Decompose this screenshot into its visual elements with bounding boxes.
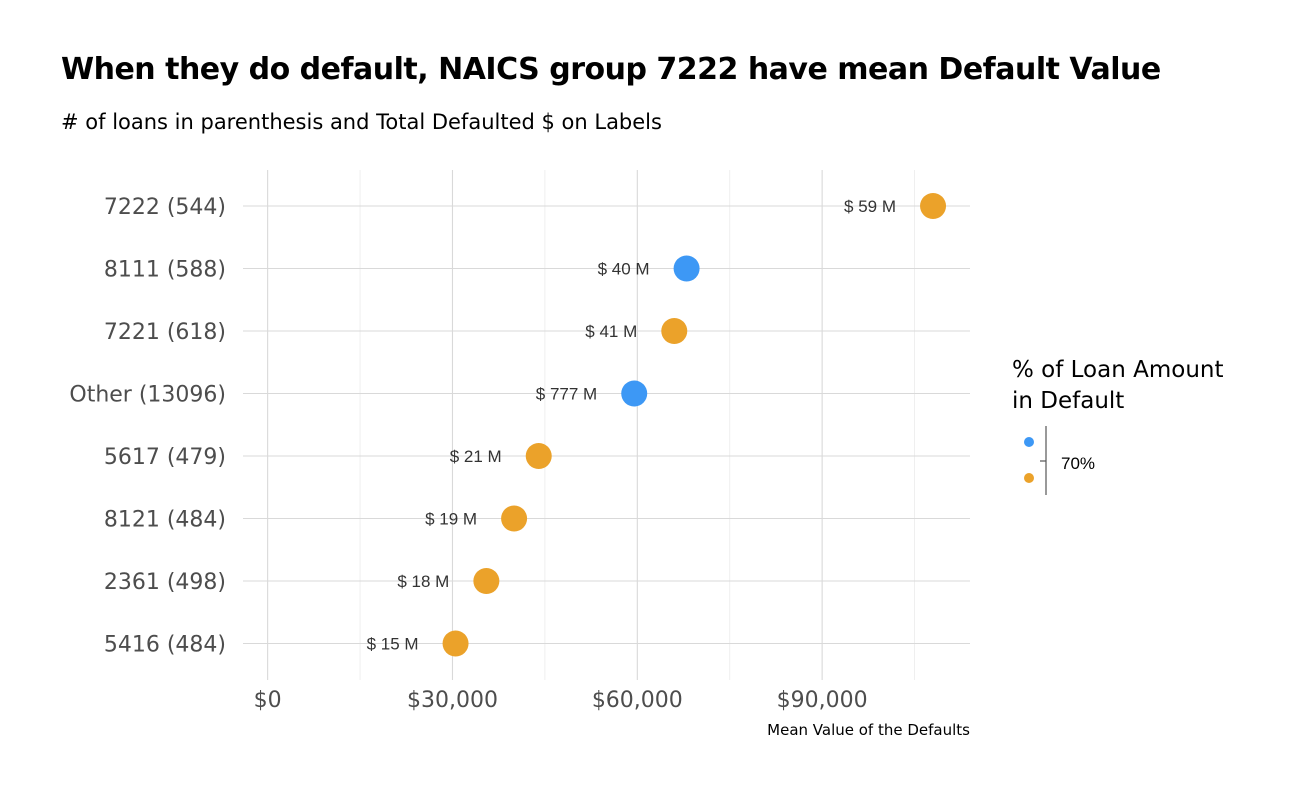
category-label: 8111 (588) — [104, 258, 226, 283]
data-point — [621, 380, 648, 407]
chart-subtitle: # of loans in parenthesis and Total Defa… — [61, 110, 662, 134]
category-label: 5617 (479) — [104, 445, 226, 470]
data-point — [673, 255, 700, 282]
legend-break-label: 70% — [1061, 454, 1095, 473]
data-point — [920, 193, 947, 219]
category-label: 2361 (498) — [104, 570, 226, 595]
data-labels: $ 59 M $ 40 M $ 41 M $ 777 M $ 21 M $ 19 M $ 1… — [367, 197, 896, 654]
data-point — [501, 505, 528, 532]
category-label: 5416 (484) — [104, 633, 226, 658]
data-label: $ 19 M — [425, 510, 477, 529]
category-label: Other (13096) — [69, 383, 226, 408]
x-tick-label: $0 — [254, 688, 282, 713]
category-label: 7221 (618) — [104, 320, 226, 345]
x-tick-label: $60,000 — [592, 688, 683, 713]
x-axis-ticks: $0 $30,000 $60,000 $90,000 — [254, 688, 868, 713]
data-point — [442, 630, 469, 657]
grid-lines — [243, 170, 970, 680]
data-point — [661, 318, 688, 344]
data-point — [525, 443, 552, 469]
legend: % of Loan Amount in Default 70% — [1012, 357, 1224, 495]
x-tick-label: $90,000 — [777, 688, 868, 713]
data-label: $ 15 M — [367, 635, 419, 654]
legend-swatch-above — [1024, 473, 1034, 483]
data-label: $ 40 M — [598, 260, 650, 279]
data-points — [442, 193, 947, 657]
x-axis-title: Mean Value of the Defaults — [767, 721, 970, 739]
chart-title: When they do default, NAICS group 7222 h… — [61, 52, 1161, 87]
category-label: 8121 (484) — [104, 508, 226, 533]
category-labels: 7222 (544) 8111 (588) 7221 (618) Other (130… — [69, 195, 226, 658]
data-label: $ 41 M — [585, 322, 637, 341]
x-tick-label: $30,000 — [407, 688, 498, 713]
data-point — [473, 568, 500, 594]
data-label: $ 59 M — [844, 197, 896, 216]
legend-title-line2: in Default — [1012, 388, 1124, 414]
data-label: $ 18 M — [397, 572, 449, 591]
data-label: $ 21 M — [450, 447, 502, 466]
category-label: 7222 (544) — [104, 195, 226, 220]
legend-title-line1: % of Loan Amount — [1012, 357, 1224, 383]
data-label: $ 777 M — [536, 385, 597, 404]
legend-swatch-below — [1024, 437, 1034, 447]
